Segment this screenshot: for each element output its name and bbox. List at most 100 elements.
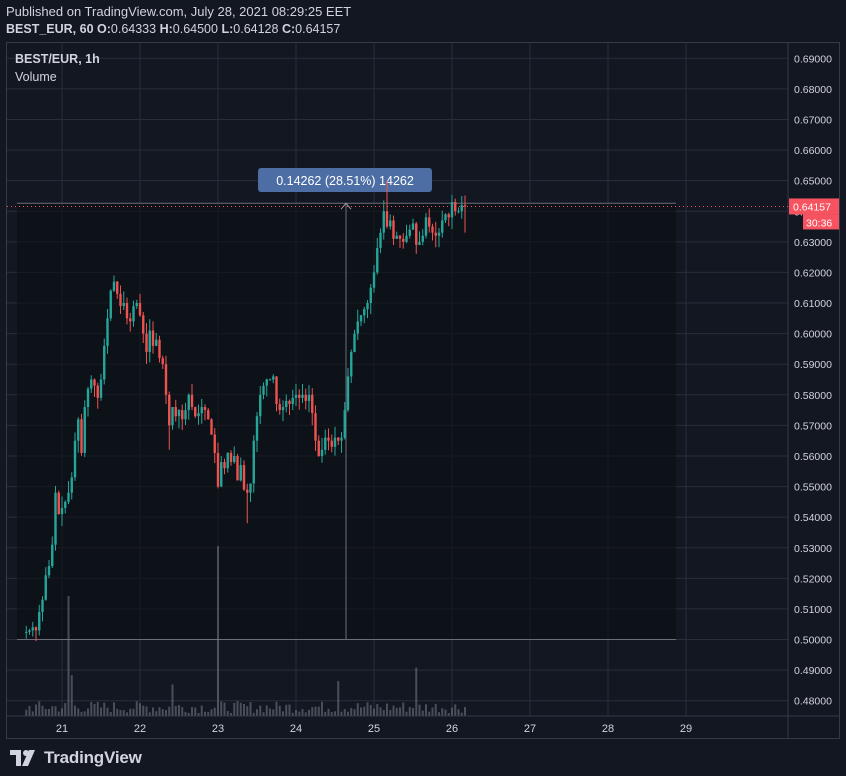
candle-body [255,416,259,441]
volume-bar [210,709,213,716]
price-tick-label: 0.63000 [794,237,832,249]
published-line: Published on TradingView.com, July 28, 2… [6,4,352,19]
candle-body [252,440,255,484]
volume-bar [106,707,109,716]
candle-body [285,400,288,408]
volume-bar [343,709,346,716]
candle-body [223,462,226,469]
candle-body [311,394,314,414]
price-tick-label: 0.56000 [794,451,832,463]
volume-bar [278,705,281,716]
volume-bar [74,705,76,716]
candle-body [207,410,210,420]
tradingview-logo[interactable]: TradingView [10,748,142,768]
candle-body [216,452,220,487]
volume-bar [61,708,63,716]
volume-bar [265,705,268,716]
candle-body [90,379,93,389]
volume-bar [454,704,457,716]
volume-bar [282,711,284,716]
open-value: 0.64333 [110,22,157,36]
volume-bar [90,701,93,716]
candle-body [64,501,67,508]
volume-bar [402,702,405,716]
candle-body [125,303,129,319]
candle-body [220,462,223,487]
candle-body [44,575,47,600]
volume-bar [220,701,223,716]
candle-body [363,309,366,316]
time-tick-label: 27 [524,723,536,735]
price-axis: 0.48000 0.49000 0.50000 0.51000 0.52000 0.530… [787,42,832,739]
chart-frame[interactable] [6,42,840,739]
volume-bar [434,703,437,716]
volume-bar [54,706,57,716]
volume-bar [152,707,154,716]
candle-body [184,410,187,420]
volume-bar [405,711,408,716]
candle-body [447,214,450,218]
candle-body [122,303,125,307]
volume-bar [275,701,278,716]
candle-body [327,437,330,441]
candle-body [93,379,96,386]
last-price-box [789,198,839,215]
candle-body [60,507,64,515]
volume-bar [337,681,340,716]
candle-body [41,599,44,612]
candle-body [288,400,291,404]
candle-body [369,287,372,304]
candle-body [226,452,229,469]
volume-bar [311,707,314,716]
last-price-tag: 0.64157 30:36 [7,198,839,230]
candle-body [366,303,369,310]
time-tick-label: 25 [368,723,380,735]
volume-bar [395,707,398,716]
candle-body [168,394,171,426]
price-tick-label: 0.58000 [794,390,832,402]
volume-bar [321,701,323,716]
volume-bar [444,709,447,716]
candle-body [164,364,168,395]
volume-bar [70,675,73,716]
price-tick-label: 0.57000 [794,420,832,432]
candle-body [304,394,307,401]
candle-body [372,272,376,288]
candle-body [200,407,203,414]
candle-body [265,379,268,386]
candle-body [346,376,350,411]
volume-bar [249,702,252,716]
volume-bar [213,707,216,716]
candle-body [229,452,233,463]
candle-body [194,407,197,417]
candle-body [359,315,363,322]
candle-body [268,379,272,381]
volume-bar [451,707,453,716]
candle-body [119,293,122,307]
volume-bar [330,712,333,716]
candle-body [415,223,418,245]
volume-bar [178,705,180,716]
volume-bar [428,711,431,716]
candle-body [307,394,311,401]
candle-body [142,315,145,334]
candle-body [291,397,294,404]
price-tick-label: 0.53000 [794,543,832,555]
candle-body [424,217,428,236]
candle-body [317,440,320,456]
candle-body [278,403,281,411]
price-tick-label: 0.52000 [794,573,832,585]
candle-body [450,202,454,218]
volume-bar [239,702,242,716]
volume-bar [392,705,395,716]
volume-bar [165,710,167,716]
candle-body [262,385,265,395]
candle-body [437,232,441,236]
time-tick-label: 22 [134,723,146,735]
volume-bar [116,708,119,716]
measure-label-box [258,168,432,192]
volume-bar [347,711,349,716]
volume-bar [447,712,450,716]
tradingview-logo-icon [10,750,35,766]
